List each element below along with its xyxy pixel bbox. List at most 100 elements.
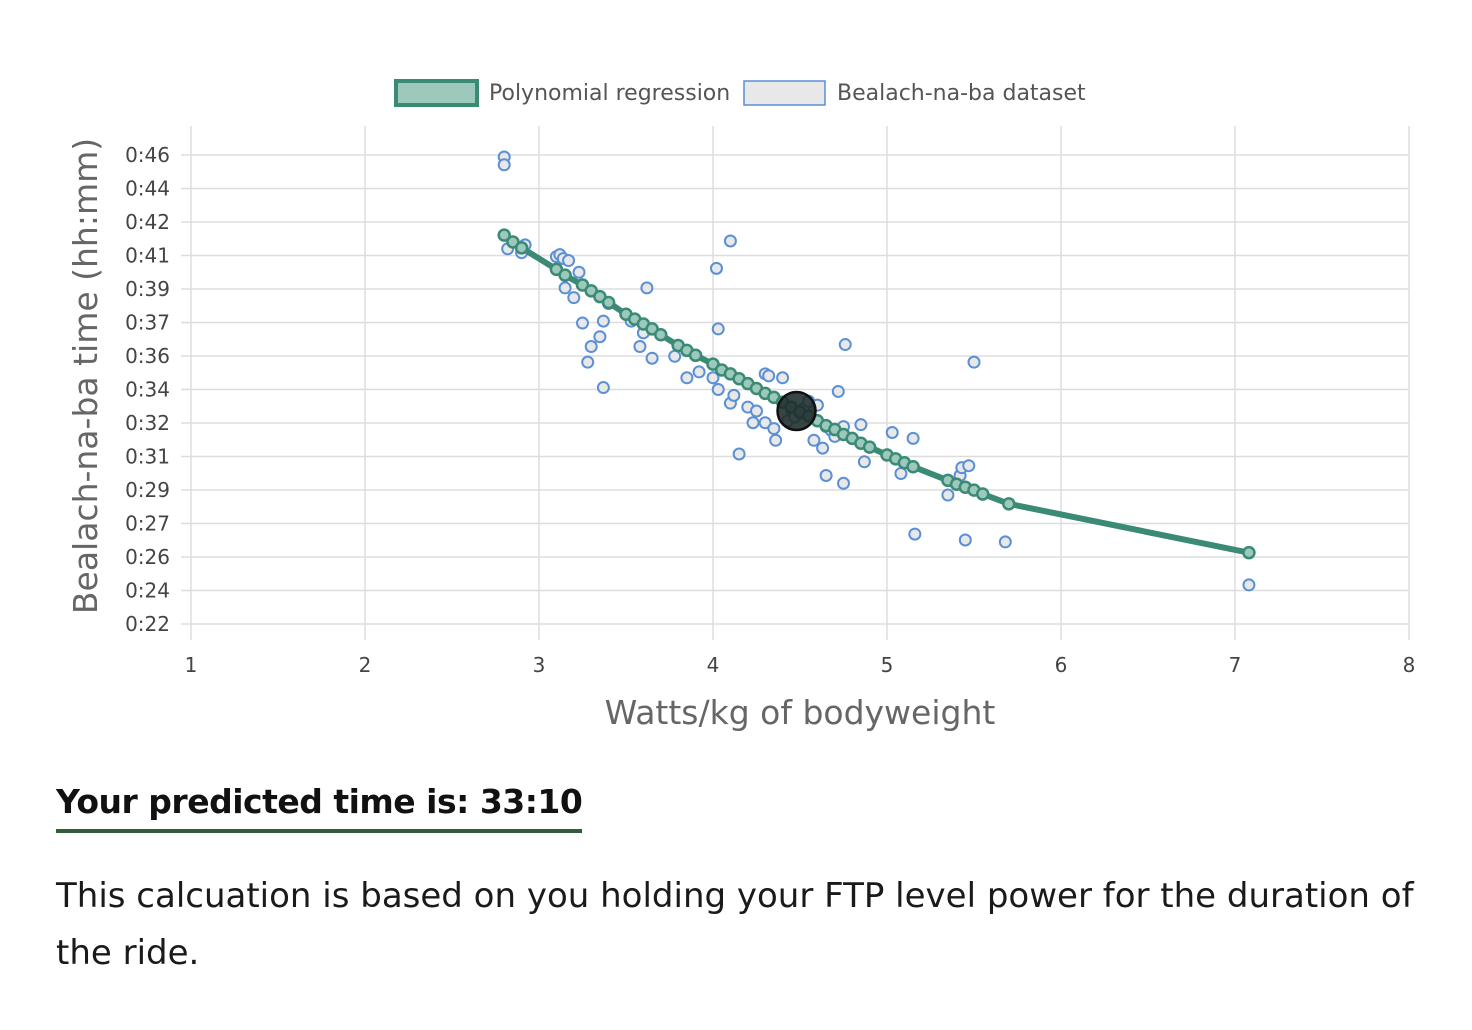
- regression-point: [975, 487, 990, 501]
- y-tick-label: 0:39: [125, 277, 170, 301]
- series-layer: [497, 150, 1256, 592]
- dataset-point: [668, 349, 682, 363]
- dataset-point: [762, 369, 776, 383]
- dataset-point: [640, 281, 654, 295]
- y-tick-label: 0:42: [125, 210, 170, 234]
- dataset-point: [584, 340, 598, 354]
- calculation-note: This calcuation is based on you holding …: [56, 876, 1414, 973]
- x-tick-label: 7: [1229, 653, 1242, 677]
- regression-point: [688, 348, 703, 363]
- dataset-point: [645, 351, 659, 365]
- dataset-point: [709, 261, 723, 275]
- legend-label-dataset[interactable]: Bealach-na-ba dataset: [837, 81, 1086, 106]
- regression-point: [1002, 497, 1016, 511]
- y-tick-label: 0:31: [125, 445, 170, 469]
- chart-grid: [181, 126, 1410, 640]
- y-tick-label: 0:27: [125, 512, 170, 536]
- dataset-point: [908, 527, 922, 541]
- dataset-point: [727, 388, 741, 402]
- dataset-point: [776, 371, 790, 385]
- dataset-point: [711, 322, 725, 336]
- y-tick-label: 0:34: [125, 378, 170, 402]
- dataset-point: [906, 431, 920, 445]
- regression-point: [906, 459, 920, 474]
- regression-point: [654, 328, 668, 342]
- chart-legend: Polynomial regression Bealach-na-ba datas…: [394, 79, 1086, 107]
- dataset-point: [941, 488, 955, 502]
- dataset-point: [837, 476, 850, 490]
- dataset-point: [767, 422, 781, 436]
- regression-points: [497, 228, 1256, 560]
- y-axis-title: Bealach-na-ba time (hh:mm): [66, 138, 105, 614]
- y-tick-label: 0:26: [125, 545, 170, 569]
- x-tick-label: 1: [185, 653, 198, 677]
- prediction-result: Your predicted time is: 33:10: [56, 782, 583, 833]
- dataset-point: [838, 338, 852, 352]
- x-tick-label: 8: [1403, 653, 1416, 677]
- dataset-point: [596, 314, 610, 328]
- legend-label-regression[interactable]: Polynomial regression: [489, 81, 730, 106]
- dataset-point: [593, 330, 607, 344]
- dataset-point: [572, 265, 586, 279]
- dataset-point: [497, 158, 511, 172]
- dataset-point: [692, 365, 706, 379]
- y-tick-label: 0:29: [125, 478, 170, 502]
- predicted-time-heading: Your predicted time is: 33:10: [56, 782, 583, 833]
- dataset-point: [706, 371, 720, 385]
- y-tick-label: 0:36: [125, 344, 170, 368]
- dataset-point: [769, 433, 783, 447]
- y-tick-label: 0:41: [125, 244, 170, 268]
- dataset-point: [746, 416, 760, 430]
- dataset-point: [894, 467, 908, 481]
- dataset-points: [497, 150, 1256, 592]
- dataset-point: [819, 468, 833, 482]
- dataset-point: [680, 371, 694, 385]
- dataset-point: [967, 355, 981, 369]
- x-tick-labels: 1 2 3 4 5 6 7 8: [185, 653, 1416, 677]
- regression-point: [1242, 545, 1256, 560]
- dataset-point: [854, 418, 868, 432]
- dataset-point: [633, 340, 647, 354]
- x-tick-label: 3: [533, 653, 546, 677]
- regression-point: [558, 268, 572, 282]
- dataset-point: [576, 316, 589, 330]
- dataset-point: [885, 425, 899, 439]
- dataset-point: [962, 459, 976, 473]
- y-tick-labels: 0:22 0:24 0:26 0:27 0:29 0:31 0:32 0:34 0:36 0:37…: [125, 143, 170, 636]
- regression-point: [862, 440, 877, 454]
- legend-swatch-dataset[interactable]: [743, 80, 826, 106]
- dataset-point: [558, 281, 572, 295]
- y-tick-label: 0:37: [125, 311, 170, 335]
- dataset-point: [831, 384, 845, 398]
- predicted-point-marker: [776, 390, 817, 432]
- dataset-point: [723, 234, 737, 248]
- x-axis-title: Watts/kg of bodyweight: [605, 693, 996, 732]
- dataset-point: [1242, 578, 1256, 592]
- y-tick-label: 0:46: [125, 143, 170, 167]
- dataset-point: [732, 447, 746, 461]
- dataset-point: [816, 441, 830, 455]
- regression-point: [601, 295, 616, 310]
- dataset-point: [711, 383, 725, 396]
- y-tick-label: 0:44: [125, 177, 170, 201]
- dataset-point: [581, 355, 595, 369]
- x-tick-label: 6: [1055, 653, 1068, 677]
- dataset-point: [562, 254, 576, 268]
- y-tick-label: 0:32: [125, 411, 170, 435]
- x-tick-label: 2: [359, 653, 372, 677]
- regression-point: [497, 228, 511, 242]
- dataset-point: [807, 433, 821, 447]
- dataset-point: [857, 455, 871, 469]
- regression-line: [501, 232, 1252, 556]
- dataset-point: [596, 381, 610, 395]
- regression-point: [514, 241, 529, 255]
- dataset-point: [758, 416, 772, 430]
- dataset-point: [567, 291, 581, 305]
- y-tick-label: 0:22: [125, 612, 170, 636]
- regression-chart: 0:22 0:24 0:26 0:27 0:29 0:31 0:32 0:34 0:36 0:37…: [66, 79, 1416, 732]
- dataset-point: [958, 533, 972, 547]
- dataset-point: [750, 404, 763, 418]
- x-tick-label: 4: [707, 653, 720, 677]
- legend-swatch-regression[interactable]: [394, 79, 479, 107]
- dataset-point: [998, 535, 1012, 549]
